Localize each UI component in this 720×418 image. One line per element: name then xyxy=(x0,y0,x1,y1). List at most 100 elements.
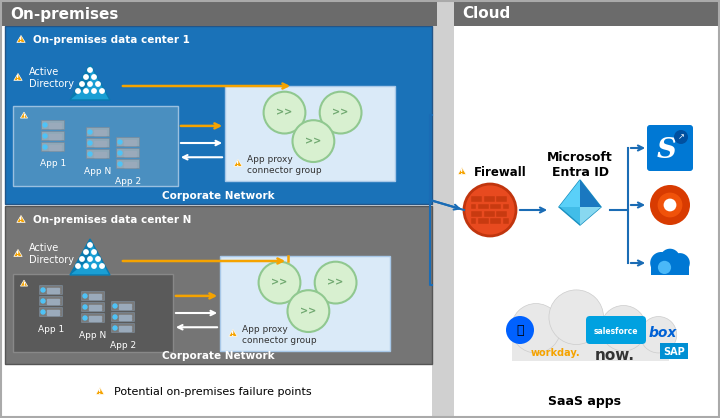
FancyBboxPatch shape xyxy=(112,301,135,311)
Circle shape xyxy=(118,151,122,155)
Circle shape xyxy=(96,257,100,261)
Bar xyxy=(5,26,432,204)
Circle shape xyxy=(43,145,47,149)
Bar xyxy=(94,133,106,135)
Bar xyxy=(47,291,59,293)
Circle shape xyxy=(76,89,80,93)
Circle shape xyxy=(41,288,45,292)
Circle shape xyxy=(76,264,80,268)
Text: >>: >> xyxy=(333,107,348,117)
Text: On-premises data center N: On-premises data center N xyxy=(33,215,192,225)
Circle shape xyxy=(92,75,96,79)
Polygon shape xyxy=(20,112,27,118)
Bar xyxy=(5,206,432,364)
Polygon shape xyxy=(70,64,110,100)
Bar xyxy=(49,145,61,147)
Text: App proxy
connector group: App proxy connector group xyxy=(242,325,317,344)
Circle shape xyxy=(41,299,45,303)
FancyBboxPatch shape xyxy=(81,303,104,311)
Circle shape xyxy=(674,130,688,144)
Polygon shape xyxy=(580,180,601,207)
Circle shape xyxy=(84,75,89,79)
Bar xyxy=(47,288,59,290)
Text: Cloud: Cloud xyxy=(462,7,510,21)
Text: !: ! xyxy=(236,161,240,167)
Bar xyxy=(47,310,59,312)
Bar xyxy=(49,126,61,127)
FancyBboxPatch shape xyxy=(40,308,63,316)
Bar xyxy=(472,218,476,224)
Bar xyxy=(220,256,390,351)
Circle shape xyxy=(660,249,680,268)
Text: 📦: 📦 xyxy=(516,324,523,336)
Bar xyxy=(47,302,59,303)
Bar xyxy=(503,204,509,209)
FancyBboxPatch shape xyxy=(117,160,140,168)
Text: Microsoft
Entra ID: Microsoft Entra ID xyxy=(547,151,613,179)
Bar xyxy=(119,315,131,317)
Polygon shape xyxy=(17,36,25,43)
Text: !: ! xyxy=(460,169,464,175)
Bar xyxy=(124,165,136,166)
FancyBboxPatch shape xyxy=(42,143,65,151)
Text: box: box xyxy=(649,326,678,340)
Polygon shape xyxy=(580,207,601,225)
Text: SAP: SAP xyxy=(663,347,685,357)
Circle shape xyxy=(664,199,676,212)
Polygon shape xyxy=(559,180,601,225)
Circle shape xyxy=(88,141,92,145)
FancyBboxPatch shape xyxy=(40,285,63,295)
Circle shape xyxy=(650,185,690,225)
Bar xyxy=(472,211,482,217)
Bar xyxy=(124,140,136,142)
Circle shape xyxy=(83,305,87,309)
Text: >>: >> xyxy=(305,136,322,146)
Polygon shape xyxy=(17,215,25,222)
Text: App N: App N xyxy=(79,331,107,339)
Bar xyxy=(94,130,106,132)
Circle shape xyxy=(88,257,92,261)
Text: !: ! xyxy=(231,331,235,337)
Bar xyxy=(490,204,501,209)
Bar xyxy=(49,137,61,138)
Text: !: ! xyxy=(22,114,25,119)
Text: App 2: App 2 xyxy=(110,341,136,349)
Text: On-premises: On-premises xyxy=(10,7,118,21)
Text: App 2: App 2 xyxy=(115,176,141,186)
Circle shape xyxy=(88,82,92,86)
Circle shape xyxy=(43,123,47,127)
Text: Corporate Network: Corporate Network xyxy=(162,191,275,201)
Bar xyxy=(124,154,136,155)
Polygon shape xyxy=(20,280,27,286)
Text: Active
Directory: Active Directory xyxy=(29,67,74,89)
Circle shape xyxy=(100,264,104,268)
Bar xyxy=(49,134,61,136)
Circle shape xyxy=(80,82,84,86)
Bar xyxy=(119,326,131,328)
Text: salesforce: salesforce xyxy=(594,327,638,336)
FancyBboxPatch shape xyxy=(86,138,109,148)
Circle shape xyxy=(264,92,305,133)
Bar xyxy=(119,307,131,308)
Text: >>: >> xyxy=(276,107,292,117)
Bar xyxy=(49,123,61,125)
Circle shape xyxy=(650,252,672,274)
FancyBboxPatch shape xyxy=(112,324,135,332)
Text: S: S xyxy=(657,137,677,163)
Bar xyxy=(89,305,101,307)
Bar xyxy=(89,308,101,309)
Bar xyxy=(478,204,489,209)
Text: !: ! xyxy=(19,37,23,43)
Bar xyxy=(89,297,101,298)
Bar xyxy=(496,211,507,217)
Text: !: ! xyxy=(17,251,19,257)
Circle shape xyxy=(113,326,117,330)
Circle shape xyxy=(41,310,45,314)
Circle shape xyxy=(258,262,300,303)
Bar xyxy=(225,86,395,181)
Text: >>: >> xyxy=(271,278,287,288)
Bar xyxy=(119,304,131,306)
Polygon shape xyxy=(559,180,580,207)
Circle shape xyxy=(506,316,534,344)
Circle shape xyxy=(80,257,84,261)
